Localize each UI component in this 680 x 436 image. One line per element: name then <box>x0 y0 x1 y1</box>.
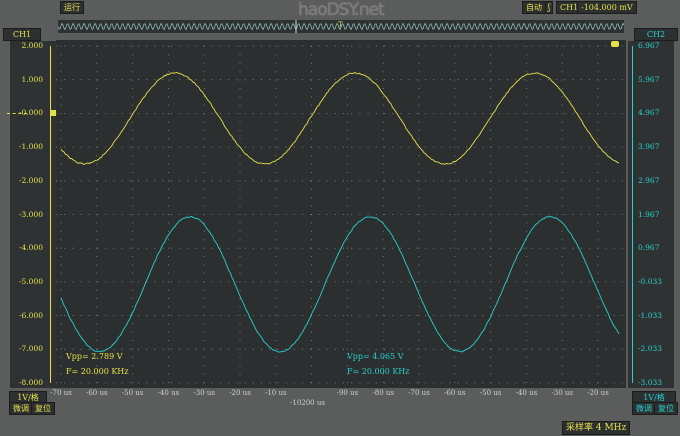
x-tick-label: -80 us <box>368 389 398 397</box>
ch1-tick-label: 1.000 <box>9 75 43 84</box>
x-tick-label: -40 us <box>511 389 541 397</box>
ch2-tick-label: -3.033 <box>638 378 678 387</box>
ch1-tick-label: -2.000 <box>9 176 43 185</box>
sample-rate: 采样率 4 MHz <box>562 421 630 435</box>
rising-edge-icon[interactable]: ʃ <box>545 1 553 14</box>
ch1-tick-label: -8.000 <box>9 378 43 387</box>
ch2-tick-label: 1.967 <box>638 210 678 219</box>
ch2-tick-label: -2.033 <box>638 344 678 353</box>
ch2-axis-line <box>632 46 633 383</box>
ch1-reset-button[interactable]: 复位 <box>31 402 55 415</box>
x-tick-label: -20 us <box>225 389 255 397</box>
x-tick-label: -90 us <box>332 389 362 397</box>
ch1-tick-label: -4.000 <box>9 243 43 252</box>
run-button[interactable]: 运行 <box>60 1 84 14</box>
ch1-frequency: F= 20.000 KHz <box>66 367 129 376</box>
ch2-frequency: F= 20.000 KHz <box>347 367 410 376</box>
ch2-tick-label: -1.033 <box>638 311 678 320</box>
ch1-axis-line <box>50 46 51 383</box>
ch1-tick-label: -7.000 <box>9 344 43 353</box>
ch2-tick-label: 2.967 <box>638 176 678 185</box>
ch1-fine-button[interactable]: 微调 <box>9 402 33 415</box>
ch2-reset-button[interactable]: 复位 <box>654 402 678 415</box>
x-tick-label: -60 us <box>82 389 112 397</box>
ch2-tick-label: 4.967 <box>638 108 678 117</box>
ch2-tick-label: -0.033 <box>638 277 678 286</box>
ch1-tick-label: -5.000 <box>9 277 43 286</box>
waveform-overview[interactable]: T <box>58 20 624 33</box>
x-tick-label: -30 us <box>189 389 219 397</box>
x-tick-label: -10 us <box>261 389 291 397</box>
ch1-tick-label: -3.000 <box>9 210 43 219</box>
ch1-offset-marker[interactable] <box>7 113 27 114</box>
x-tick-label: -20 us <box>583 389 613 397</box>
x-tick-label: -60 us <box>440 389 470 397</box>
ch1-vpp: Vpp= 2.789 V <box>66 352 123 361</box>
scope-display[interactable] <box>56 40 626 388</box>
x-tick-label: -70 us <box>404 389 434 397</box>
trigger-position-marker[interactable]: T <box>338 21 343 29</box>
ch1-tick-label: -6.000 <box>9 311 43 320</box>
ch1-tick-label: 2.000 <box>9 41 43 50</box>
ch2-label[interactable]: CH2 <box>634 28 678 41</box>
ch2-tick-label: 5.967 <box>638 75 678 84</box>
trigger-level-marker[interactable] <box>611 41 619 47</box>
trigger-level[interactable]: -104.000 mV <box>577 1 637 14</box>
ch1-label[interactable]: CH1 <box>3 28 41 41</box>
x-tick-label: -40 us <box>153 389 183 397</box>
x-tick-label: -30 us <box>547 389 577 397</box>
x-tick-label: -50 us <box>476 389 506 397</box>
ch2-tick-label: 6.967 <box>638 41 678 50</box>
ch2-tick-label: 0.967 <box>638 243 678 252</box>
x-tick-label: -50 us <box>118 389 148 397</box>
trigger-mode-button[interactable]: 自动 <box>522 1 546 14</box>
x-center-label: -10200 us <box>290 399 325 407</box>
logo: haoDSY.net <box>298 0 384 20</box>
ch1-tick-label: -1.000 <box>9 142 43 151</box>
x-tick-label: -70 us <box>46 389 76 397</box>
ch2-tick-label: 3.967 <box>638 142 678 151</box>
ch2-vpp: Vpp= 4.065 V <box>347 352 404 361</box>
ch2-fine-button[interactable]: 微调 <box>632 402 656 415</box>
